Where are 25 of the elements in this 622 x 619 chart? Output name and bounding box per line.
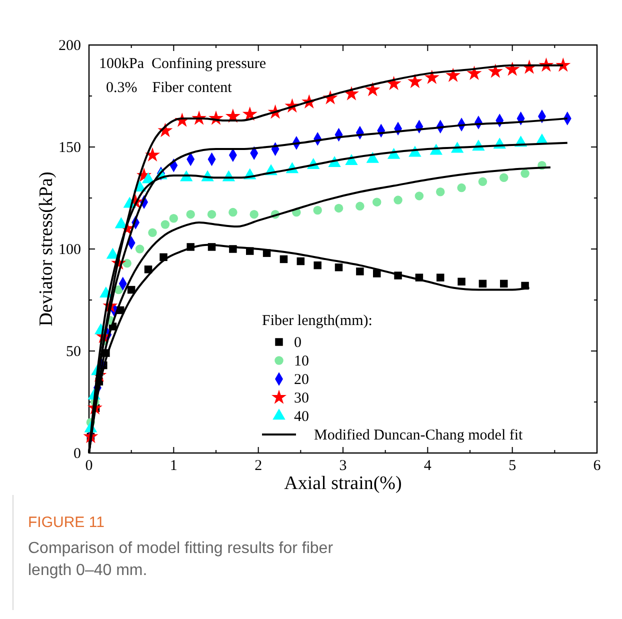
x-tick-label: 6	[593, 458, 602, 474]
legend-label: 30	[294, 390, 309, 406]
x-tick-label: 4	[424, 458, 432, 474]
y-tick-label: 0	[74, 446, 81, 462]
legend-label: 20	[294, 372, 309, 388]
annotation: 0.3% Fiber content	[106, 80, 233, 96]
x-axis-title: Axial strain(%)	[284, 473, 402, 494]
y-axis-title: Deviator stress(kPa)	[36, 172, 57, 326]
legend-label: 40	[294, 409, 309, 425]
annotation: 100kPa Confining pressure	[99, 56, 266, 72]
x-tick-label: 1	[170, 458, 178, 474]
legend-label: Modified Duncan-Chang model fit	[314, 428, 524, 444]
legend-title: Fiber length(mm):	[262, 313, 372, 329]
legend-label: 10	[294, 354, 309, 370]
caption: FIGURE 11	[28, 514, 104, 531]
text: Comparison of model fitting results for fiber length 0–40 mm.	[28, 540, 334, 579]
legend-label: 0	[294, 335, 302, 351]
y-tick-label: 150	[58, 140, 81, 156]
y-tick-label: 200	[58, 38, 81, 54]
y-tick-label: 100	[58, 242, 81, 258]
y-tick-label: 50	[66, 344, 81, 360]
x-tick-label: 0	[85, 458, 93, 474]
x-tick-label: 2	[254, 458, 262, 474]
x-tick-label: 3	[339, 458, 347, 474]
x-tick-label: 5	[508, 458, 516, 474]
